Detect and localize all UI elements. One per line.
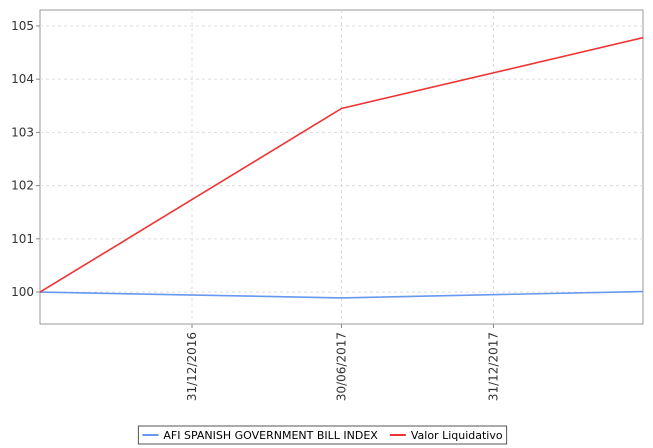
- legend-box: [137, 425, 508, 445]
- y-tick-label: 101: [11, 232, 34, 246]
- y-tick-label: 104: [11, 72, 34, 86]
- axes: 100 101 102 103 104 105 31/12/2016 30/06/2017 31…: [11, 19, 500, 401]
- series-line-valor-liquidativo: [39, 36, 644, 293]
- legend-label: AFI SPANISH GOVERNMENT BILL INDEX: [163, 429, 378, 442]
- legend-label: Valor Liquidativo: [411, 429, 503, 442]
- x-tick-label: 30/06/2017: [335, 332, 349, 401]
- x-tick-label: 31/12/2017: [486, 332, 500, 401]
- y-tick-label: 105: [11, 19, 34, 33]
- series-line-afi-index: [39, 290, 644, 299]
- series-lines: [39, 36, 644, 299]
- legend: AFI SPANISH GOVERNMENT BILL INDEX Valor L…: [137, 425, 508, 445]
- y-tick-label: 103: [11, 125, 34, 139]
- y-tick-label: 102: [11, 179, 34, 193]
- grid-lines: [40, 10, 643, 324]
- y-tick-label: 100: [11, 285, 34, 299]
- x-tick-label: 31/12/2016: [185, 332, 199, 401]
